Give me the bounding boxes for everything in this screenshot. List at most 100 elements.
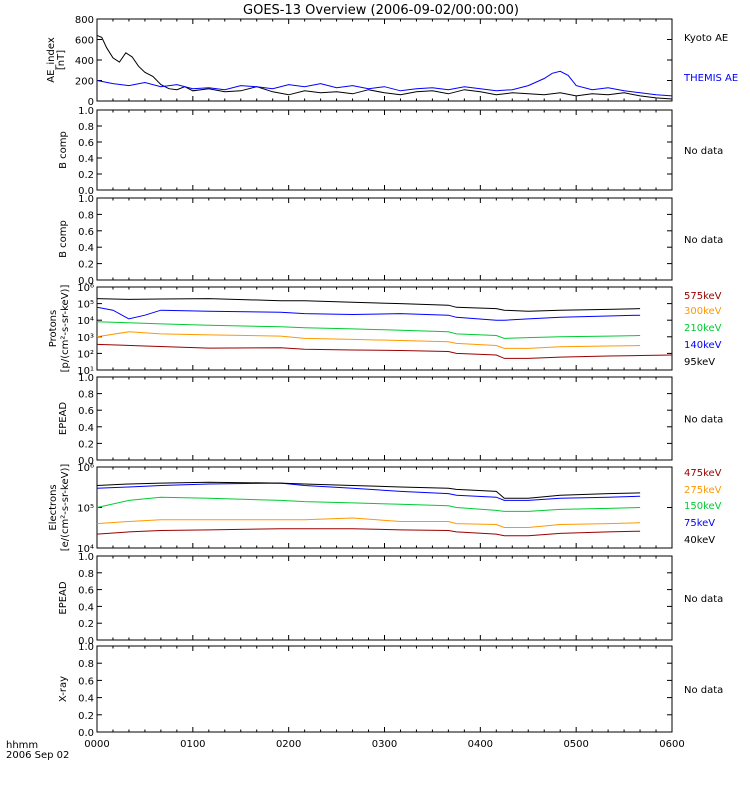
y-tick-label: 1.0 <box>78 373 94 384</box>
legend-label-210kev: 210keV <box>684 323 722 334</box>
y-tick-label: 0.4 <box>78 423 94 434</box>
panel-frame <box>96 197 673 281</box>
no-data-label: No data <box>684 146 723 157</box>
series-line-300kev <box>96 331 641 349</box>
legend-label-300kev: 300keV <box>684 306 722 317</box>
y-axis-label-line: Electrons <box>48 484 59 530</box>
panel-b_comp_2: 0.0 0.2 0.4 0.6 0.8 1.0 B comp No data <box>58 194 723 287</box>
y-tick-label: 0 <box>88 97 94 108</box>
no-data-label: No data <box>684 685 723 696</box>
legend-label-475kev: 475keV <box>684 468 722 479</box>
y-tick-label: 0.6 <box>78 586 94 597</box>
y-tick-label: 10⁵ <box>77 300 94 311</box>
series-line-475kev <box>96 528 641 537</box>
y-axis-label: Electrons[e/(cm²-s-sr-keV)] <box>48 464 71 552</box>
y-tick-label: 10³ <box>77 333 94 344</box>
x-tick-label: 0100 <box>180 739 205 750</box>
y-tick-label: 0.2 <box>78 439 94 450</box>
y-axis-label: B comp <box>58 131 69 169</box>
y-axis-label: EPEAD <box>58 402 69 436</box>
y-tick-label: 1.0 <box>78 194 94 205</box>
legend-label-themis-ae: THEMIS AE <box>683 73 738 84</box>
series-line-140kev <box>96 306 641 321</box>
y-tick-label: 600 <box>75 36 94 47</box>
y-tick-label: 0.2 <box>78 711 94 722</box>
y-tick-label: 0.8 <box>78 659 94 670</box>
panel-frame <box>96 286 673 371</box>
x-tick-label: 0300 <box>372 739 397 750</box>
series-line-kyoto-ae <box>96 34 673 100</box>
y-tick-label: 0.8 <box>78 210 94 221</box>
x-tick-label: 0000 <box>84 739 109 750</box>
y-tick-label: 10⁴ <box>77 316 94 327</box>
y-tick-label: 0.0 <box>78 456 94 467</box>
x-tick-label: 0600 <box>659 739 684 750</box>
panel-ae_index: 0 200 400 600 800 AE_index[nT] Kyoto AE THEMIS … <box>46 15 738 108</box>
y-tick-label: 1.0 <box>78 642 94 653</box>
y-tick-label: 0.0 <box>78 276 94 287</box>
y-tick-label: 0.6 <box>78 406 94 417</box>
series-line-210kev <box>96 321 641 339</box>
y-tick-label: 0.2 <box>78 260 94 271</box>
x-tick-label: 0200 <box>276 739 301 750</box>
legend-label-40kev: 40keV <box>684 535 715 546</box>
panel-b_comp_1: 0.0 0.2 0.4 0.6 0.8 1.0 B comp No data <box>58 106 723 197</box>
x-tick-label: 0500 <box>563 739 588 750</box>
no-data-label: No data <box>684 235 723 246</box>
no-data-label: No data <box>684 594 723 605</box>
y-tick-label: 0.0 <box>78 636 94 647</box>
no-data-label: No data <box>684 415 723 426</box>
y-tick-label: 0.2 <box>78 170 94 181</box>
y-tick-label: 0.4 <box>78 154 94 165</box>
figure-title: GOES-13 Overview (2006-09-02/00:00:00) <box>243 3 519 18</box>
y-tick-label: 0.4 <box>78 694 94 705</box>
legend-label-575kev: 575keV <box>684 291 722 302</box>
y-tick-label: 0.2 <box>78 619 94 630</box>
series-line-themis-ae <box>96 70 673 97</box>
legend-label-275kev: 275keV <box>684 485 722 496</box>
y-tick-label: 0.8 <box>78 569 94 580</box>
y-axis-label-line: [nT] <box>56 50 67 70</box>
y-tick-label: 1.0 <box>78 552 94 563</box>
time-axis-label-date: 2006 Sep 02 <box>6 750 69 761</box>
legend-label-kyoto-ae: Kyoto AE <box>684 33 728 44</box>
y-axis-label: B comp <box>58 220 69 258</box>
legend-label-150kev: 150keV <box>684 501 722 512</box>
y-tick-label: 0.0 <box>78 186 94 197</box>
y-axis-label-line: AE_index <box>46 37 57 83</box>
y-tick-label: 0.8 <box>78 390 94 401</box>
y-axis-label-line: [e/(cm²-s-sr-keV)] <box>60 464 71 552</box>
y-axis-label: AE_index[nT] <box>46 37 67 83</box>
y-tick-label: 0.6 <box>78 227 94 238</box>
panel-epead_1: 0.0 0.2 0.4 0.6 0.8 1.0 EPEAD No data <box>58 373 723 467</box>
y-tick-label: 200 <box>75 77 94 88</box>
panel-frame <box>96 645 673 733</box>
y-tick-label: 0.4 <box>78 602 94 613</box>
panel-electrons: 10⁴ 10⁵ 10⁶ Electrons[e/(cm²-s-sr-keV)] 475k… <box>48 463 722 555</box>
y-tick-label: 0.6 <box>78 676 94 687</box>
series-line-40kev <box>96 481 641 499</box>
panel-frame <box>96 555 673 641</box>
legend-label-75kev: 75keV <box>684 518 715 529</box>
y-axis-label-line: Protons <box>48 310 59 347</box>
panel-frame <box>96 376 673 461</box>
y-tick-label: 10⁴ <box>77 544 94 555</box>
y-tick-label: 10⁵ <box>77 504 94 515</box>
y-tick-label: 0.4 <box>78 243 94 254</box>
y-tick-label: 400 <box>75 56 94 67</box>
y-tick-label: 10² <box>77 349 94 360</box>
y-tick-label: 0.8 <box>78 122 94 133</box>
y-tick-label: 10⁶ <box>77 283 94 294</box>
y-tick-label: 0.0 <box>78 728 94 739</box>
panel-epead_2: 0.0 0.2 0.4 0.6 0.8 1.0 EPEAD No data <box>58 552 723 647</box>
panel-protons: 10¹ 10² 10³ 10⁴ 10⁵ 10⁶ Protons[p/(cm²-s-sr-ke… <box>48 283 722 377</box>
x-tick-label: 0400 <box>468 739 493 750</box>
series-line-75kev <box>96 482 641 501</box>
legend-label-95kev: 95keV <box>684 357 715 368</box>
y-axis-label: X-ray <box>58 676 69 702</box>
time-axis-label-hhmm: hhmm <box>6 740 38 751</box>
panel-frame <box>96 109 673 191</box>
y-tick-label: 800 <box>75 15 94 26</box>
panel-frame <box>96 18 673 102</box>
